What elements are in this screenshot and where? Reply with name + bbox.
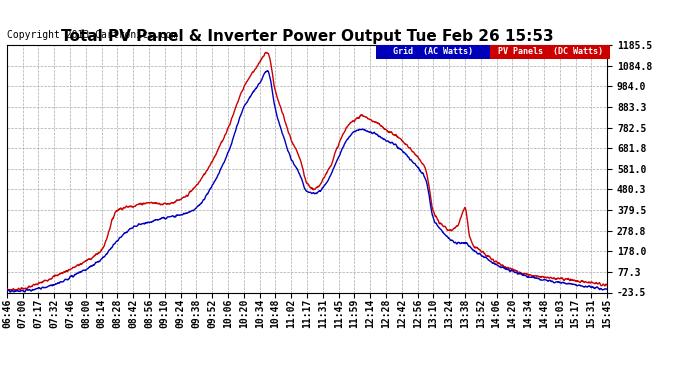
Text: PV Panels  (DC Watts): PV Panels (DC Watts) (497, 47, 602, 56)
FancyBboxPatch shape (490, 45, 610, 58)
Title: Total PV Panel & Inverter Power Output Tue Feb 26 15:53: Total PV Panel & Inverter Power Output T… (61, 29, 553, 44)
Text: Copyright 2013 Cartronics.com: Copyright 2013 Cartronics.com (7, 30, 177, 40)
Text: Grid  (AC Watts): Grid (AC Watts) (393, 47, 473, 56)
FancyBboxPatch shape (376, 45, 490, 58)
